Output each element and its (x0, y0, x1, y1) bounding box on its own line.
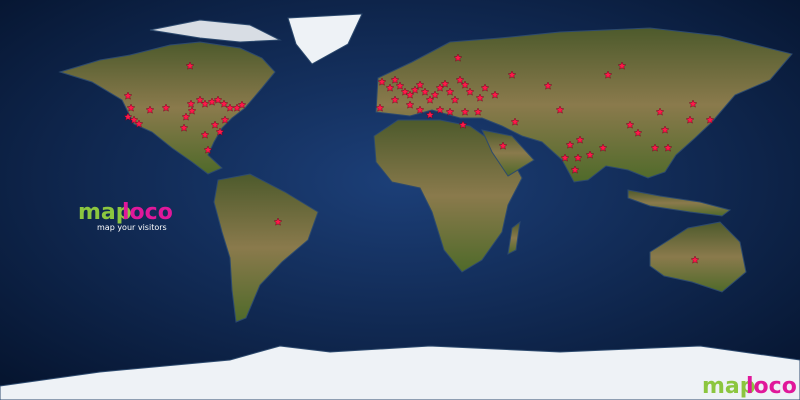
visitor-marker (273, 217, 283, 226)
visitor-marker (210, 120, 220, 129)
visitor-marker (450, 95, 460, 104)
visitor-marker (445, 87, 455, 96)
visitor-marker (415, 105, 425, 114)
visitor-marker (375, 103, 385, 112)
visitor-marker (490, 90, 500, 99)
visitor-marker (390, 75, 400, 84)
visitor-marker (507, 70, 517, 79)
visitor-marker (603, 70, 613, 79)
visitor-marker (440, 79, 450, 88)
visitor-marker (181, 112, 191, 121)
visitor-marker (555, 105, 565, 114)
visitor-marker (510, 117, 520, 126)
visitor-marker (195, 95, 205, 104)
visitor-marker (460, 107, 470, 116)
visitor-marker (475, 93, 485, 102)
visitor-marker (655, 107, 665, 116)
visitor-marker (560, 153, 570, 162)
visitor-marker (705, 115, 715, 124)
visitor-marker (415, 80, 425, 89)
visitor-marker (390, 95, 400, 104)
antarctica (0, 345, 800, 400)
madagascar (507, 220, 521, 255)
visitor-marker (200, 99, 210, 108)
visitor-marker (598, 143, 608, 152)
visitor-marker (185, 61, 195, 70)
visitor-marker (129, 115, 139, 124)
visitor-marker (565, 140, 575, 149)
visitor-marker (161, 103, 171, 112)
visitor-marker (688, 99, 698, 108)
visitor-marker (570, 165, 580, 174)
visitor-marker (663, 143, 673, 152)
visitor-marker (179, 123, 189, 132)
visitor-marker (650, 143, 660, 152)
visitor-marker (237, 100, 247, 109)
eurasia (375, 27, 793, 183)
visitor-marker (145, 105, 155, 114)
visitor-marker (690, 255, 700, 264)
visitor-marker (460, 80, 470, 89)
visitor-marker (498, 141, 508, 150)
visitor-marker (430, 90, 440, 99)
corner-logo-loco: loco (746, 374, 797, 399)
visitor-marker (405, 100, 415, 109)
visitor-marker (453, 53, 463, 62)
indonesia (627, 189, 732, 217)
visitor-marker (203, 145, 213, 154)
arabia (481, 129, 535, 177)
visitor-marker (200, 130, 210, 139)
visitor-marker (405, 90, 415, 99)
visitor-marker (573, 153, 583, 162)
visitor-marker (685, 115, 695, 124)
visitor-marker (425, 110, 435, 119)
visitor-marker (400, 87, 410, 96)
arctic-islands (149, 19, 282, 43)
visitor-marker (585, 150, 595, 159)
visitor-marker (126, 103, 136, 112)
visitor-marker (633, 128, 643, 137)
visitor-marker (395, 81, 405, 90)
visitor-marker (425, 95, 435, 104)
visitor-marker (123, 112, 133, 121)
greenland (287, 13, 363, 65)
visitor-marker (134, 119, 144, 128)
visitor-marker (219, 99, 229, 108)
visitor-marker (215, 127, 225, 136)
visitor-marker (465, 87, 475, 96)
logo-map: map (78, 200, 132, 225)
visitor-marker (207, 97, 217, 106)
logo: map loco map your visitors (78, 200, 173, 232)
visitor-marker (458, 120, 468, 129)
visitor-marker (187, 106, 197, 115)
visitor-marker (473, 107, 483, 116)
visitor-marker (420, 87, 430, 96)
visitor-marker (445, 107, 455, 116)
visitor-marker (377, 77, 387, 86)
logo-tagline: map your visitors (97, 223, 167, 232)
visitor-marker (220, 115, 230, 124)
visitor-marker (385, 83, 395, 92)
logo-loco: loco (122, 200, 173, 225)
south-america (213, 173, 319, 323)
visitor-marker (625, 120, 635, 129)
corner-logo-map: map (702, 374, 756, 399)
corner-logo: map loco (702, 374, 797, 399)
visitor-marker (123, 91, 133, 100)
visitor-marker (410, 85, 420, 94)
visitor-marker (186, 99, 196, 108)
visitor-marker (480, 83, 490, 92)
australia (649, 221, 747, 293)
visitor-marker (213, 95, 223, 104)
visitor-marker (455, 75, 465, 84)
visitor-marker (543, 81, 553, 90)
visitor-marker (617, 61, 627, 70)
visitor-marker (660, 125, 670, 134)
visitor-marker (575, 135, 585, 144)
visitor-markers (123, 53, 715, 264)
visitor-marker (435, 105, 445, 114)
